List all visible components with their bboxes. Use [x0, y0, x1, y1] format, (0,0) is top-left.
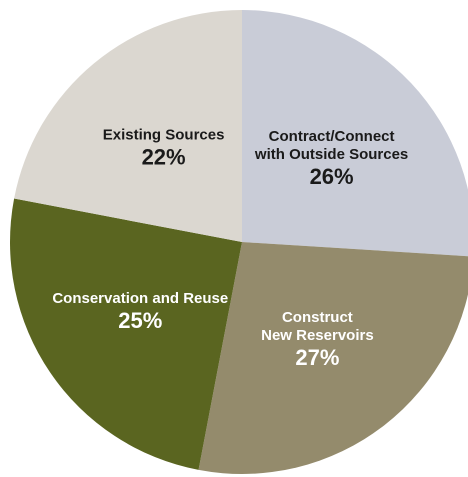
pie-slice-contract-connect-with-outside-sources [242, 10, 468, 257]
slice-label-line: Conservation and Reuse [52, 290, 228, 307]
slice-label-line: with Outside Sources [254, 146, 408, 163]
slice-percent: 27% [295, 345, 339, 370]
slice-label-line: New Reservoirs [261, 327, 374, 344]
slice-label-line: Construct [282, 309, 353, 326]
pie-slice-construct-new-reservoirs [198, 242, 468, 474]
pie-slice-conservation-and-reuse [10, 198, 243, 470]
slice-label-line: Existing Sources [103, 126, 225, 143]
pie-slices [10, 10, 468, 474]
slice-percent: 22% [142, 144, 186, 169]
slice-percent: 25% [118, 308, 162, 333]
slice-percent: 26% [310, 164, 354, 189]
slice-label-line: Contract/Connect [269, 128, 395, 145]
pie-slice-existing-sources [14, 10, 242, 242]
